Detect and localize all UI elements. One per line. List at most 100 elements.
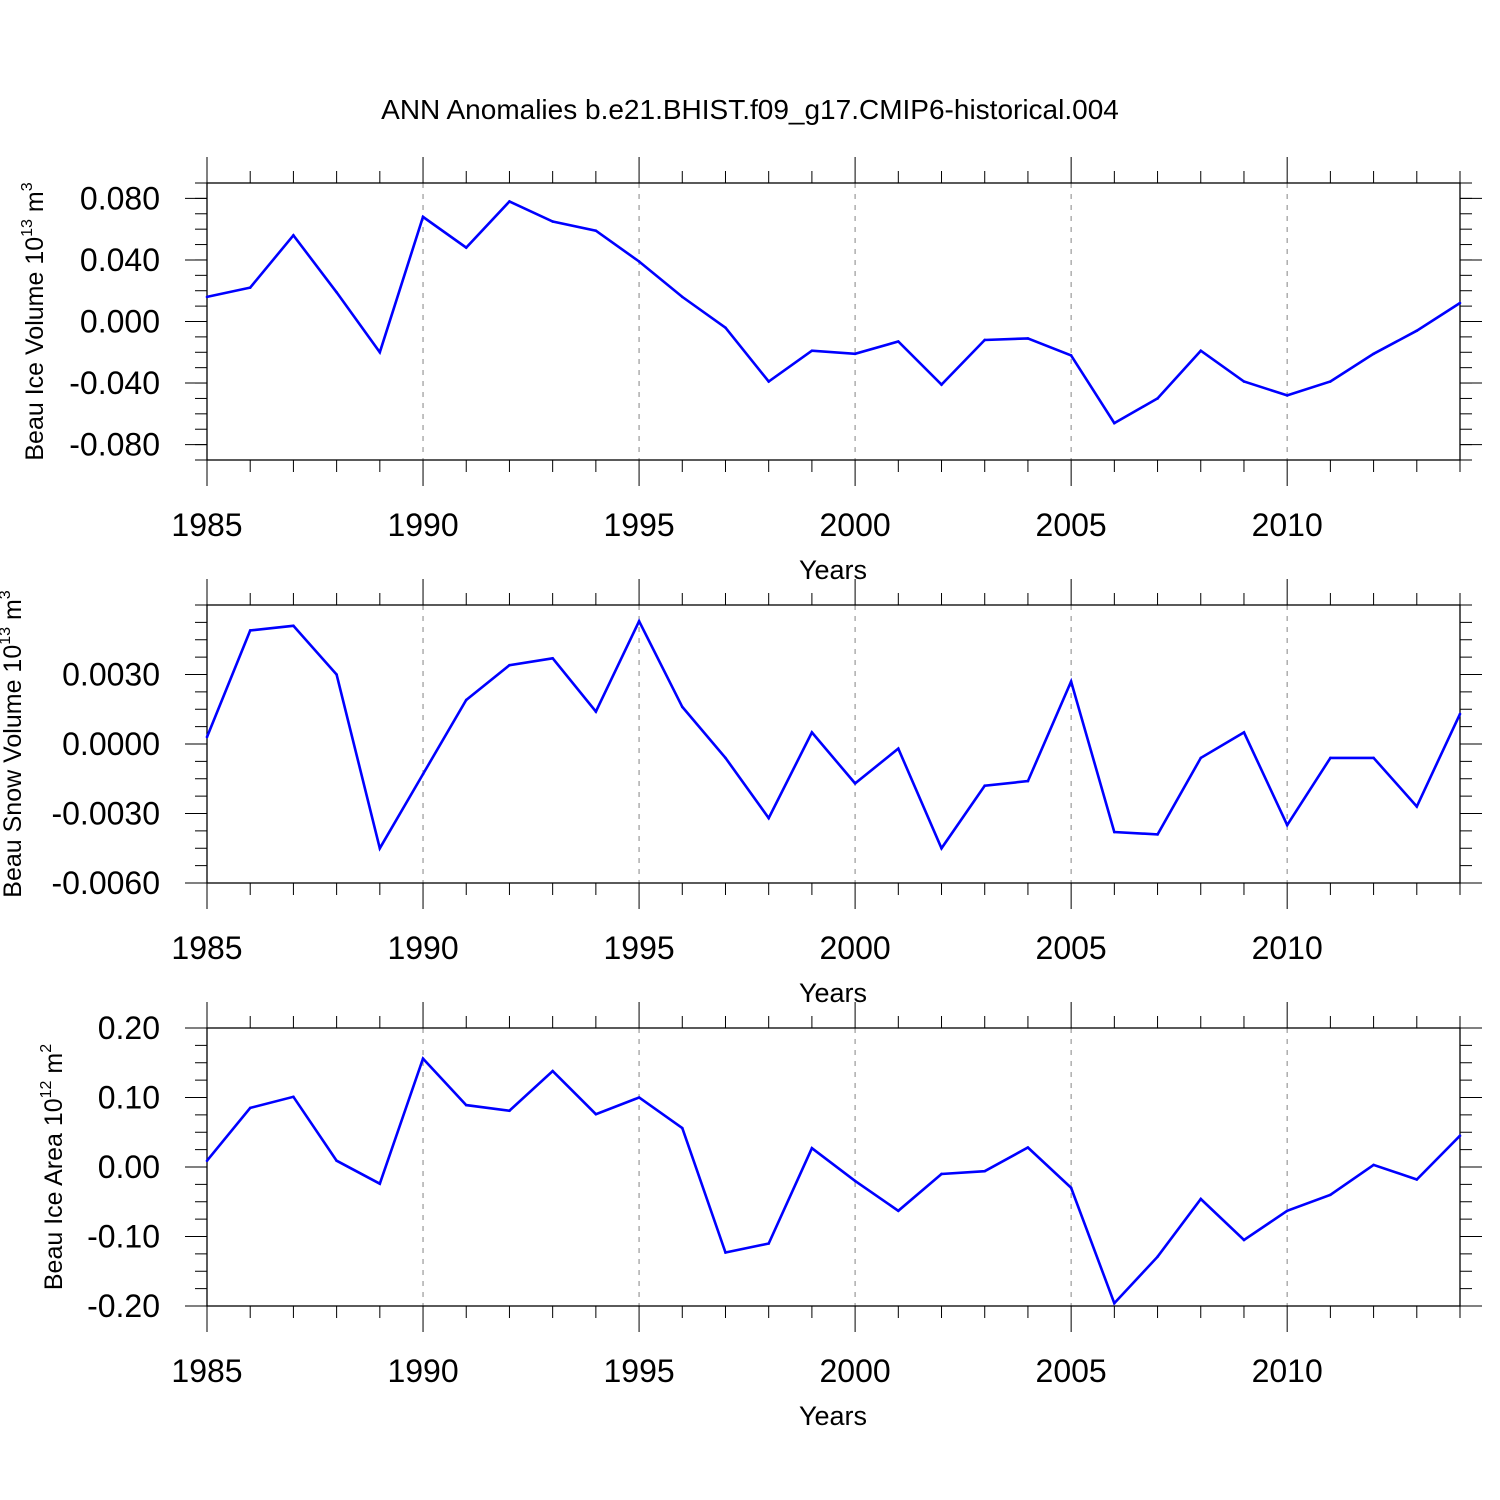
data-point <box>1285 1209 1289 1213</box>
data-point <box>983 784 987 787</box>
y-tick-label: 0.20 <box>98 1010 160 1046</box>
data-point <box>724 756 727 760</box>
data-point <box>767 816 770 820</box>
data-point <box>1026 1146 1030 1149</box>
figure-title: ANN Anomalies b.e21.BHIST.f09_g17.CMIP6-… <box>381 94 1119 125</box>
x-tick-label: 1995 <box>603 1353 674 1389</box>
data-point <box>1069 354 1073 357</box>
series-line <box>206 199 1461 425</box>
x-tick-label: 2000 <box>820 507 891 543</box>
y-axis-title-exponent: 13 <box>0 627 14 645</box>
y-tick-label: 0.080 <box>80 180 160 216</box>
data-point <box>940 846 943 850</box>
data-point <box>1242 731 1246 734</box>
data-point <box>1415 805 1419 808</box>
data-point <box>1415 1178 1419 1181</box>
y-axis-title-unit: m <box>40 1053 68 1081</box>
x-tick-label: 2005 <box>1036 1353 1107 1389</box>
data-point <box>767 380 770 383</box>
y-axis-title-exponent: 13 <box>19 219 36 237</box>
x-axis-title: Years <box>799 555 867 585</box>
y-axis-title-unit: m <box>0 599 27 627</box>
data-point <box>897 747 900 750</box>
y-axis-title: Beau Snow Volume 1013 m3 <box>0 590 27 898</box>
data-point <box>1458 712 1462 716</box>
x-tick-label: 2005 <box>1036 930 1107 966</box>
data-point <box>680 295 684 299</box>
y-axis-title-unit-exponent: 3 <box>19 182 36 191</box>
y-tick-label: 0.040 <box>80 242 160 278</box>
y-axis-title-unit: m <box>21 191 49 219</box>
data-point <box>1458 1134 1462 1138</box>
data-point <box>1113 1301 1116 1305</box>
plot-frame <box>206 604 1461 884</box>
x-axis-title: Years <box>799 1401 867 1431</box>
y-tick-label: 0.0000 <box>62 726 160 762</box>
data-point <box>1285 823 1289 827</box>
data-point <box>421 1057 425 1060</box>
data-point <box>1026 337 1030 340</box>
y-tick-label: -0.20 <box>87 1288 160 1324</box>
y-tick-label: 0.10 <box>98 1080 160 1116</box>
data-point <box>378 1182 382 1185</box>
data-point <box>1199 756 1203 760</box>
data-point <box>1329 380 1332 383</box>
x-tick-label: 1990 <box>387 1353 458 1389</box>
data-point <box>1113 421 1116 425</box>
data-point <box>551 656 554 660</box>
data-point <box>940 383 943 386</box>
data-point <box>983 1169 987 1173</box>
data-point <box>897 1209 900 1213</box>
data-point <box>335 673 338 676</box>
data-point <box>1458 301 1462 305</box>
chart-panel-3: 0.20 0.10 0.00 -0.10 -0.20 1985 1990 1995 2000 20… <box>38 1002 1482 1431</box>
y-axis-title-text: Beau Snow Volume 10 <box>0 645 27 898</box>
series-line <box>205 618 1462 852</box>
x-tick-label: 1995 <box>603 930 674 966</box>
panels: 0.080 0.040 0.000 -0.040 -0.080 1985 1990 1995 2… <box>0 157 1482 1431</box>
data-point <box>205 735 209 739</box>
y-axis-title: Beau Ice Volume 1013 m3 <box>19 182 49 460</box>
data-point <box>680 1126 684 1130</box>
data-point <box>551 220 554 223</box>
data-point <box>1113 830 1116 834</box>
data-point <box>940 1172 943 1176</box>
data-point <box>853 782 857 785</box>
data-point <box>1199 1197 1203 1201</box>
data-point <box>1329 756 1332 760</box>
data-point <box>205 295 209 299</box>
data-point <box>810 349 814 353</box>
data-point <box>292 624 295 628</box>
data-point <box>1069 680 1073 683</box>
data-point <box>1026 779 1030 783</box>
data-point <box>637 619 641 623</box>
data-point <box>1069 1186 1073 1190</box>
chart-panel-2: 0.0030 0.0000 -0.0030 -0.0060 1985 1990 1995 20… <box>0 579 1482 1008</box>
data-point <box>810 1146 814 1150</box>
data-point <box>292 234 295 237</box>
data-point <box>853 352 857 356</box>
chart-panel-1: 0.080 0.040 0.000 -0.040 -0.080 1985 1990 1995 2… <box>19 157 1482 585</box>
x-tick-label: 2010 <box>1252 1353 1323 1389</box>
y-tick-label: -0.0030 <box>51 796 160 832</box>
x-tick-label: 1995 <box>603 507 674 543</box>
data-point <box>292 1095 295 1099</box>
data-point <box>508 1109 511 1113</box>
data-point <box>897 340 900 343</box>
data-point <box>508 200 511 203</box>
data-point <box>464 1103 468 1107</box>
data-point <box>248 286 252 289</box>
data-point <box>248 629 252 632</box>
data-point <box>1372 756 1375 760</box>
y-axis-title-text: Beau Ice Area 10 <box>40 1098 68 1290</box>
data-point <box>1242 1238 1246 1242</box>
x-tick-label: 1990 <box>387 507 458 543</box>
y-axis-title-exponent: 12 <box>38 1080 55 1098</box>
data-point <box>551 1069 554 1073</box>
data-point <box>1415 329 1419 333</box>
x-tick-label: 1990 <box>387 930 458 966</box>
x-tick-label: 2005 <box>1036 507 1107 543</box>
y-axis-title: Beau Ice Area 1012 m2 <box>38 1044 68 1290</box>
data-point <box>1199 349 1203 353</box>
